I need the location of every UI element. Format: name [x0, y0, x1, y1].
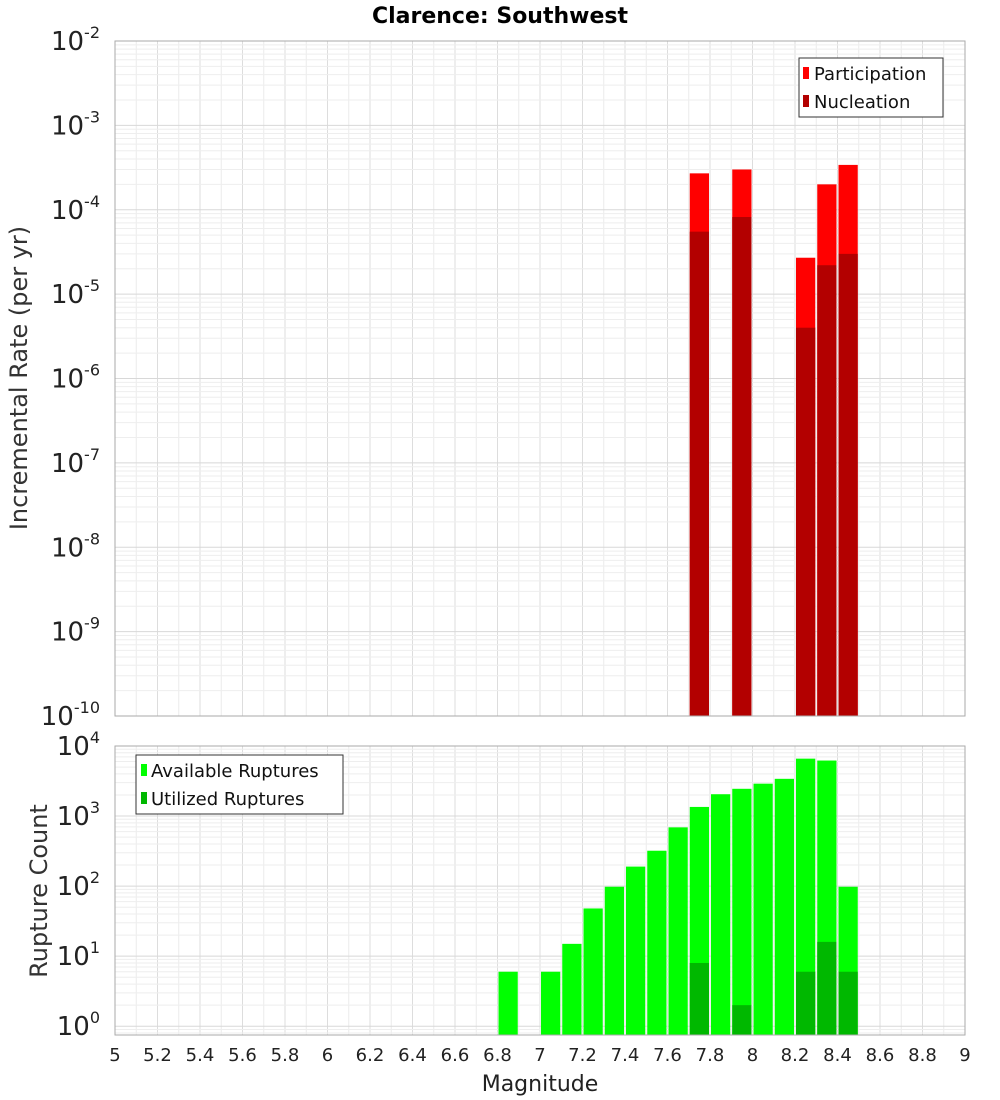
rate-y-tick-label: 10-4: [51, 192, 100, 226]
x-tick-label: 7.4: [611, 1045, 640, 1066]
count-y-tick-label: 103: [57, 798, 100, 832]
rate-y-axis-label: Incremental Rate (per yr): [5, 226, 33, 530]
legend-swatch-utilized: [141, 792, 147, 804]
bar-available-ruptures: [753, 783, 773, 1035]
rate-grid: [114, 40, 966, 717]
bar-utilized-ruptures: [732, 1005, 752, 1035]
rate-legend: Participation Nucleation: [798, 57, 944, 118]
rate-y-tick-label: 10-3: [51, 107, 100, 141]
x-tick-label: 7.8: [696, 1045, 725, 1066]
bar-nucleation: [817, 265, 837, 716]
count-y-ticks: 100 101 102 103 104: [57, 728, 100, 1042]
bar-utilized-ruptures: [838, 971, 858, 1035]
count-y-tick-label: 102: [57, 868, 100, 902]
x-tick-label: 7.6: [653, 1045, 682, 1066]
count-panel: 100 101 102 103 104 5 5.2 5.4 5.6 5.8 6 6.2 6.4 6.6 6…: [25, 728, 971, 1097]
bar-available-ruptures: [647, 850, 667, 1035]
rate-y-tick-label: 10-5: [51, 276, 100, 310]
rate-y-tick-label: 10-9: [51, 614, 100, 648]
legend-swatch-participation: [803, 67, 809, 79]
x-tick-label: 5: [109, 1045, 120, 1066]
rate-y-tick-label: 10-7: [51, 445, 100, 479]
bar-nucleation: [732, 217, 752, 716]
bar-available-ruptures: [732, 788, 752, 1035]
x-tick-label: 9: [959, 1045, 970, 1066]
count-plot-border: [114, 745, 966, 1036]
rate-plot-border: [114, 40, 966, 717]
count-legend: Available Ruptures Utilized Ruptures: [135, 754, 344, 815]
bar-nucleation: [689, 231, 709, 716]
x-tick-label: 6.2: [356, 1045, 385, 1066]
x-tick-label: 8.6: [866, 1045, 895, 1066]
bar-available-ruptures: [626, 866, 646, 1035]
bar-utilized-ruptures: [817, 941, 837, 1035]
bar-available-ruptures: [498, 971, 518, 1035]
bar-available-ruptures: [711, 794, 731, 1035]
bar-available-ruptures: [583, 908, 603, 1035]
x-tick-label: 5.2: [143, 1045, 172, 1066]
legend-label-utilized: Utilized Ruptures: [151, 789, 304, 810]
bar-available-ruptures: [774, 778, 794, 1035]
count-y-axis-label: Rupture Count: [25, 804, 53, 978]
rate-bars: [689, 164, 858, 717]
x-tick-label: 6.4: [398, 1045, 427, 1066]
bar-utilized-ruptures: [689, 962, 709, 1035]
rate-y-tick-label: 10-6: [51, 361, 100, 395]
x-tick-label: 6.8: [483, 1045, 512, 1066]
x-tick-label: 8.4: [823, 1045, 852, 1066]
x-tick-label: 5.6: [228, 1045, 257, 1066]
bar-available-ruptures: [562, 943, 582, 1035]
rate-legend-box: [798, 57, 944, 118]
rate-panel: 10-10 10-9 10-8 10-7 10-6 10-5 10-4 10-3 10-2 In…: [5, 23, 966, 732]
chart-title: Clarence: Southwest: [372, 4, 629, 29]
bar-available-ruptures: [541, 971, 561, 1035]
rate-y-tick-label: 10-8: [51, 529, 100, 563]
bar-available-ruptures: [796, 758, 816, 1035]
rate-y-ticks: 10-10 10-9 10-8 10-7 10-6 10-5 10-4 10-3 10-2: [41, 23, 100, 732]
x-axis-label: Magnitude: [482, 1072, 599, 1097]
x-tick-label: 7: [534, 1045, 545, 1066]
x-tick-label: 6: [322, 1045, 333, 1066]
count-y-tick-label: 101: [57, 938, 100, 972]
x-tick-label: 5.8: [271, 1045, 300, 1066]
bar-available-ruptures: [668, 827, 688, 1035]
legend-label-participation: Participation: [814, 64, 926, 85]
count-bars: [498, 758, 858, 1035]
legend-swatch-available: [141, 764, 147, 776]
x-tick-label: 8: [747, 1045, 758, 1066]
count-legend-box: [135, 754, 344, 815]
bar-available-ruptures: [604, 886, 624, 1035]
legend-label-available: Available Ruptures: [151, 761, 319, 782]
count-y-tick-label: 104: [57, 728, 100, 762]
x-tick-label: 6.6: [441, 1045, 470, 1066]
x-tick-label: 7.2: [568, 1045, 597, 1066]
x-ticks: 5 5.2 5.4 5.6 5.8 6 6.2 6.4 6.6 6.8 7 7.2 7.4 7.6 7.8 8…: [109, 1045, 970, 1066]
count-y-tick-label: 100: [57, 1008, 100, 1042]
bar-nucleation: [796, 327, 816, 716]
rate-y-tick-label: 10-10: [41, 698, 100, 732]
rate-y-tick-label: 10-2: [51, 23, 100, 57]
bar-nucleation: [838, 253, 858, 716]
legend-label-nucleation: Nucleation: [814, 92, 910, 113]
x-tick-label: 8.8: [908, 1045, 937, 1066]
x-tick-label: 5.4: [186, 1045, 215, 1066]
x-tick-label: 8.2: [781, 1045, 810, 1066]
legend-swatch-nucleation: [803, 95, 809, 107]
bar-utilized-ruptures: [796, 971, 816, 1035]
